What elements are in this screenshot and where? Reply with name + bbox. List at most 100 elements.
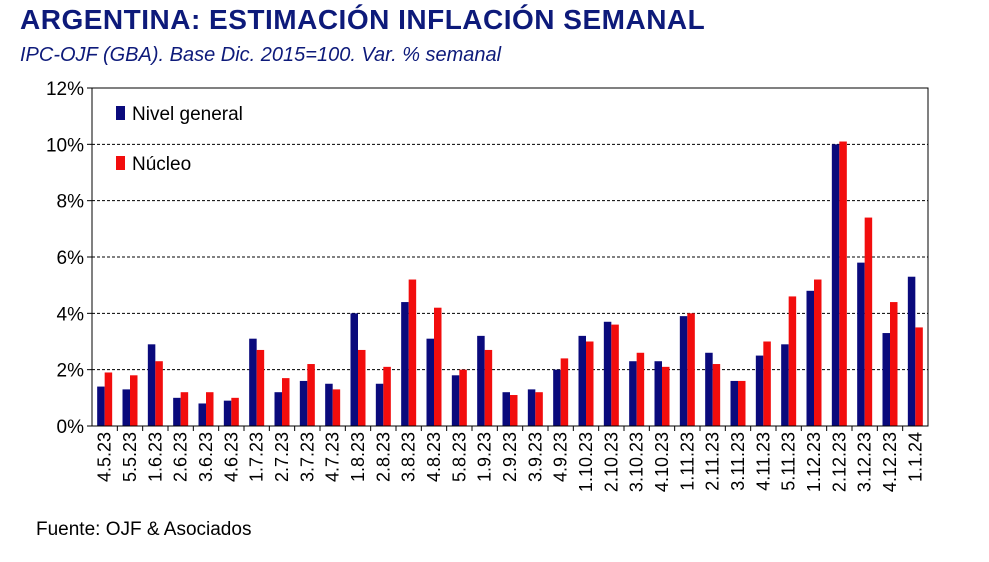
bar-nucleo — [408, 279, 417, 426]
bar-nucleo — [459, 369, 467, 426]
legend: Nivel general Núcleo — [116, 104, 243, 175]
bar-nucleo — [915, 327, 923, 426]
bar-nivel-general — [426, 338, 434, 426]
bar-nivel-general — [299, 380, 308, 426]
x-tick-label: 1.7.23 — [247, 432, 267, 482]
bar-nucleo — [130, 375, 138, 426]
bar-nucleo — [383, 366, 391, 426]
bar-nivel-general — [249, 338, 257, 426]
chart-subtitle: IPC-OJF (GBA). Base Dic. 2015=100. Var. … — [20, 44, 502, 66]
x-tick-label: 4.7.23 — [323, 432, 343, 482]
bar-nucleo — [662, 366, 670, 426]
bar-nucleo — [586, 341, 594, 426]
y-tick-label: 2% — [57, 361, 85, 382]
bar-nucleo — [611, 324, 619, 426]
y-tick-label: 12% — [46, 79, 84, 100]
bar-nivel-general — [325, 383, 333, 426]
x-tick-label: 4.6.23 — [221, 432, 241, 482]
bar-nivel-general — [274, 392, 282, 426]
bar-nivel-general — [173, 397, 181, 426]
bar-nucleo — [763, 341, 771, 426]
x-tick-label: 1.9.23 — [475, 432, 495, 482]
bar-nivel-general — [553, 369, 561, 426]
bar-nivel-general — [198, 403, 206, 426]
x-tick-label: 5.8.23 — [449, 432, 469, 482]
bar-nivel-general — [122, 389, 130, 426]
bar-nivel-general — [502, 392, 510, 426]
bar-nivel-general — [578, 335, 586, 426]
bar-nucleo — [155, 361, 163, 426]
x-tick-label: 4.5.23 — [95, 432, 115, 482]
x-tick-label: 3.8.23 — [399, 432, 419, 482]
y-tick-label: 10% — [46, 135, 84, 156]
bar-nivel-general — [679, 316, 688, 426]
x-tick-label: 3.11.23 — [728, 432, 748, 491]
x-tick-label: 3.12.23 — [855, 432, 875, 492]
x-tick-label: 4.9.23 — [551, 432, 571, 482]
bar-nucleo — [560, 358, 569, 426]
x-tick-label: 2.11.23 — [703, 432, 723, 491]
bar-nivel-general — [603, 321, 612, 426]
x-tick-label: 2.9.23 — [500, 432, 520, 482]
bar-nivel-general — [97, 386, 105, 426]
y-tick-label: 0% — [57, 417, 85, 438]
bar-nivel-general — [350, 313, 358, 426]
x-tick-label: 2.12.23 — [829, 432, 849, 492]
bar-nivel-general — [781, 344, 789, 426]
x-tick-label: 1.11.23 — [677, 432, 697, 491]
bar-nivel-general — [705, 352, 713, 426]
bar-nucleo — [332, 389, 341, 426]
bar-nucleo — [839, 141, 847, 426]
bar-nivel-general — [451, 375, 460, 426]
bar-nucleo — [434, 307, 442, 426]
bar-nivel-general — [477, 335, 485, 426]
x-tick-label: 4.11.23 — [753, 432, 773, 491]
bar-nucleo — [636, 352, 645, 426]
x-tick-label: 5.5.23 — [120, 432, 140, 482]
grid-lines — [92, 143, 928, 371]
bar-nivel-general — [907, 276, 916, 426]
x-tick-label: 4.10.23 — [652, 432, 672, 492]
bar-nivel-general — [831, 144, 840, 426]
y-tick-label: 8% — [57, 192, 85, 213]
bar-nivel-general — [223, 400, 232, 426]
x-tick-label: 2.6.23 — [171, 432, 191, 482]
bar-nucleo — [712, 364, 721, 426]
bar-nucleo — [535, 392, 543, 426]
bar-nucleo — [180, 392, 189, 426]
bar-nucleo — [510, 395, 518, 426]
bar-nucleo — [206, 392, 214, 426]
y-tick-label: 4% — [57, 304, 85, 325]
x-tick-label: 5.11.23 — [779, 432, 799, 491]
chart-title: ARGENTINA: ESTIMACIÓN INFLACIÓN SEMANAL — [20, 4, 706, 35]
x-tick-label: 1.12.23 — [804, 432, 824, 492]
bar-nivel-general — [857, 262, 865, 426]
x-tick-label: 2.7.23 — [272, 432, 292, 482]
legend-label: Núcleo — [132, 154, 191, 175]
y-tick-label: 6% — [57, 248, 85, 269]
bar-nucleo — [890, 302, 898, 426]
bar-nucleo — [231, 397, 239, 426]
bar-nivel-general — [629, 361, 637, 426]
x-tick-label: 2.10.23 — [601, 432, 621, 492]
bar-nucleo — [788, 296, 797, 426]
bar-nivel-general — [882, 333, 890, 426]
bar-nivel-general — [806, 290, 814, 426]
bar-nivel-general — [375, 383, 384, 426]
bar-nucleo — [104, 372, 113, 426]
bar-nucleo — [864, 217, 873, 426]
x-tick-label: 3.9.23 — [525, 432, 545, 482]
bar-nivel-general — [654, 361, 662, 426]
bar-nivel-general — [730, 380, 738, 426]
x-tick-label: 3.7.23 — [297, 432, 317, 482]
bar-nivel-general — [755, 355, 764, 426]
x-tick-label: 1.1.24 — [905, 432, 925, 482]
x-tick-label: 4.12.23 — [880, 432, 900, 492]
bar-nucleo — [687, 313, 695, 426]
x-tick-label: 1.10.23 — [576, 432, 596, 492]
axes: 0% 2% 4% 6% 8% 10% 12% 4.5.23 5.5.23 1.6.23 2.6.23… — [46, 79, 929, 492]
x-tick-label: 3.6.23 — [196, 432, 216, 482]
bar-nucleo — [814, 279, 822, 426]
bar-nucleo — [307, 364, 315, 426]
